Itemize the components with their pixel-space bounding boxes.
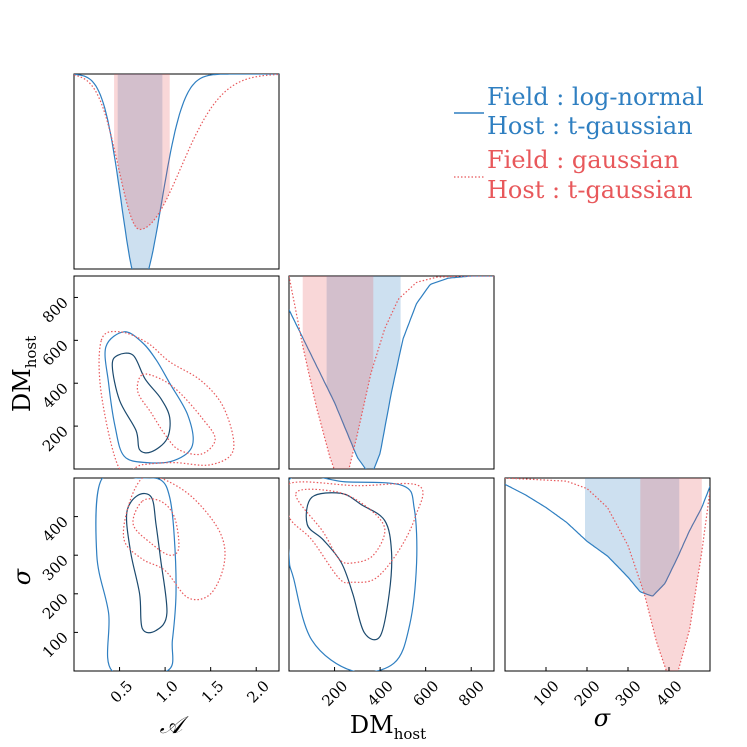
x-tick-label-DM: 200 — [318, 677, 351, 710]
y-axis-label-DM-sub: host — [22, 336, 40, 368]
contour-inner-gaussian-DM-sigma — [295, 488, 386, 564]
x-tick-label-sigma: 300 — [612, 677, 645, 710]
contour-inner-gaussian-A-DM — [136, 373, 216, 456]
panel-A-sigma — [73, 477, 280, 672]
contour-outer-log-normal-A-sigma — [95, 478, 177, 671]
x-axis-label-A: 𝒜 — [160, 711, 190, 739]
x-tick-label-A: 2.0 — [243, 677, 273, 707]
panel-sigma-marginal — [504, 477, 711, 672]
x-axis-label-DM: DMhost — [350, 711, 426, 743]
contour-inner-log-normal-A-DM — [111, 352, 171, 454]
y-axis-label-sigma: σ — [8, 568, 36, 585]
legend-text-log-normal-field: Field : log-normal — [487, 83, 704, 111]
panel-A-marginal — [73, 73, 280, 270]
y-axis-label-DM-main: DM — [8, 368, 36, 412]
contour-inner-log-normal-DM-sigma — [305, 492, 393, 641]
legend-text-log-normal-host: Host : t-gaussian — [487, 112, 693, 140]
y-tick-label-sigma: 300 — [39, 551, 72, 584]
x-tick-label-A: 1.5 — [198, 677, 228, 707]
contour-outer-gaussian-DM-sigma — [289, 481, 424, 584]
legend: Field : log-normal Host : t-gaussian Fie… — [454, 83, 704, 204]
legend-text-gaussian-host: Host : t-gaussian — [487, 176, 693, 204]
y-tick-label-sigma: 100 — [39, 629, 72, 662]
x-tick-label-DM: 400 — [364, 677, 397, 710]
x-tick-label-sigma: 400 — [653, 677, 686, 710]
x-tick-label-A: 1.0 — [152, 677, 182, 707]
x-tick-label-DM: 600 — [409, 677, 442, 710]
contour-outer-gaussian-A-sigma — [122, 478, 226, 601]
y-tick-label-DM: 800 — [39, 294, 72, 327]
x-axis-label-sigma: σ — [594, 704, 611, 732]
y-tick-label-DM: 400 — [39, 379, 72, 412]
panel-A-DM — [73, 275, 280, 470]
x-axis-label-DM-main: DM — [350, 711, 394, 739]
marginal-curve-log-normal-A — [74, 74, 279, 269]
legend-text-gaussian-field: Field : gaussian — [487, 146, 679, 174]
marginal-curve-log-normal-DM — [289, 276, 494, 469]
panel-DM-marginal — [288, 275, 495, 470]
ci-band-log-normal-A — [117, 74, 163, 269]
contour-inner-log-normal-A-sigma — [125, 492, 168, 634]
marginal-curve-gaussian-A — [74, 74, 279, 231]
y-tick-label-sigma: 400 — [39, 513, 72, 546]
y-tick-label-DM: 600 — [39, 336, 72, 369]
ci-band-gaussian-A — [114, 74, 170, 230]
y-tick-label-sigma: 200 — [39, 590, 72, 623]
panel-DM-sigma — [288, 477, 495, 672]
x-tick-label-DM: 800 — [455, 677, 488, 710]
contour-outer-gaussian-A-DM — [98, 330, 235, 469]
marginal-curve-log-normal-sigma — [505, 483, 710, 597]
y-tick-label-DM: 200 — [39, 422, 72, 455]
ci-band-gaussian-sigma — [640, 478, 702, 671]
contour-outer-log-normal-A-DM — [104, 331, 194, 464]
ci-band-log-normal-sigma — [585, 478, 680, 597]
ci-band-log-normal-DM — [326, 276, 401, 469]
contour-outer-log-normal-DM-sigma — [289, 478, 418, 671]
x-tick-label-A: 0.5 — [107, 677, 137, 707]
y-axis-label-DM: DMhost — [8, 336, 40, 412]
x-axis-label-DM-sub: host — [394, 725, 426, 743]
x-tick-label-sigma: 100 — [530, 677, 563, 710]
